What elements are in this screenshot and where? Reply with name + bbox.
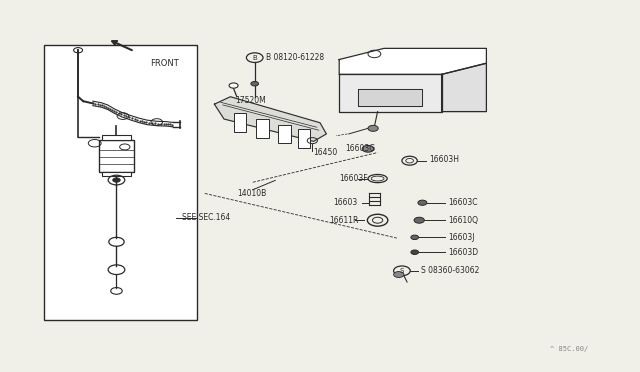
Text: 17520M: 17520M [236,96,266,105]
Polygon shape [358,89,422,106]
Polygon shape [214,97,326,141]
Circle shape [368,125,378,131]
Text: B 08120-61228: B 08120-61228 [266,53,324,62]
Bar [44,45,197,320]
Bar [278,125,291,143]
Circle shape [229,83,238,88]
Text: 16603D: 16603D [448,248,478,257]
Polygon shape [339,74,442,112]
Text: ^ 85C.00/: ^ 85C.00/ [550,346,589,352]
Text: 16611R: 16611R [330,216,359,225]
Text: S: S [400,268,404,274]
Text: FRONT: FRONT [150,59,179,68]
Text: B: B [252,55,257,61]
Text: 16603C: 16603C [448,198,477,207]
Circle shape [414,217,424,223]
Circle shape [394,272,404,278]
Circle shape [251,81,259,86]
Circle shape [113,178,120,182]
Text: 16610Q: 16610Q [448,216,478,225]
Text: 14010B: 14010B [237,189,266,198]
Text: 16603F: 16603F [339,174,368,183]
Text: S 08360-63062: S 08360-63062 [421,266,479,275]
Bar [256,119,269,138]
Text: 16603: 16603 [333,198,357,207]
Bar [102,135,131,140]
Bar [99,140,134,172]
Circle shape [362,145,374,152]
Bar [102,172,131,176]
Text: 16450: 16450 [314,148,338,157]
Text: 16603G: 16603G [346,144,376,153]
Text: 16603H: 16603H [429,155,459,164]
Bar [298,129,310,148]
Circle shape [411,250,419,254]
Circle shape [411,235,419,240]
Text: 16603J: 16603J [448,233,474,242]
Circle shape [418,200,427,205]
Polygon shape [339,48,486,74]
Polygon shape [442,63,486,112]
Bar [234,113,246,132]
Text: SEE SEC.164: SEE SEC.164 [182,213,230,222]
